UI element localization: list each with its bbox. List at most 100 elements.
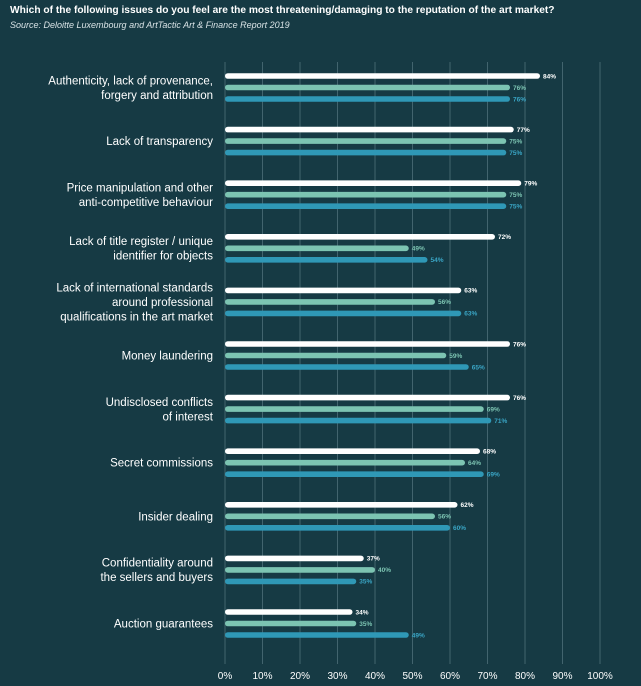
bar — [225, 126, 514, 133]
value-label: 69% — [487, 472, 500, 479]
category-label-line: Authenticity, lack of provenance, — [48, 75, 213, 87]
bar — [225, 417, 492, 424]
x-tick-label: 90% — [552, 671, 572, 682]
bar — [225, 287, 462, 294]
bar — [225, 609, 353, 615]
bar — [225, 555, 364, 562]
value-label: 64% — [468, 460, 481, 467]
bars — [225, 73, 540, 638]
bar — [225, 299, 435, 305]
category-label: Authenticity, lack of provenance, forgery… — [48, 75, 213, 102]
x-tick-label: 60% — [440, 671, 460, 682]
value-label: 40% — [378, 567, 391, 574]
value-label: 75% — [509, 204, 522, 211]
value-label: 75% — [509, 138, 522, 145]
value-label: 84% — [543, 73, 556, 80]
value-label: 69% — [487, 406, 500, 413]
category-label-line: Lack of title register / unique — [69, 236, 213, 248]
category-label-line: Insider dealing — [138, 511, 213, 523]
category-label-line: Money laundering — [122, 351, 213, 363]
bar — [225, 448, 480, 454]
x-tick-label: 0% — [218, 671, 233, 682]
category-label: Insider dealing — [138, 511, 213, 523]
value-label: 76% — [513, 85, 526, 92]
value-label: 35% — [359, 579, 372, 586]
x-tick-label: 10% — [252, 671, 272, 682]
value-label: 35% — [359, 621, 372, 628]
grid-lines — [224, 62, 601, 664]
bar — [225, 180, 522, 186]
category-label-line: Confidentiality around — [102, 558, 213, 570]
category-label: Lack of transparency — [106, 136, 213, 148]
x-tick-label: 40% — [365, 671, 385, 682]
value-label: 49% — [412, 632, 425, 639]
category-label-line: Secret commissions — [110, 458, 213, 470]
value-label: 76% — [513, 395, 526, 402]
x-tick-label: 50% — [402, 671, 422, 682]
x-tick-label: 80% — [515, 671, 535, 682]
category-label-line: Price manipulation and other — [67, 182, 214, 194]
bar — [225, 364, 469, 370]
bar — [225, 245, 409, 252]
category-label-line: qualifications in the art market — [60, 311, 214, 323]
bar — [225, 257, 428, 263]
category-label: Undisclosed conflicts of interest — [106, 397, 214, 424]
bar — [225, 191, 507, 198]
bar — [225, 341, 510, 347]
value-label: 49% — [412, 246, 425, 253]
category-label-line: Undisclosed conflicts — [106, 397, 214, 409]
category-label: Price manipulation and other anti-competi… — [67, 182, 214, 209]
category-label-line: forgery and attribution — [101, 90, 213, 102]
category-label: Secret commissions — [110, 458, 213, 470]
value-label: 76% — [513, 96, 526, 103]
bar — [225, 620, 357, 627]
bar — [225, 234, 495, 240]
value-label: 56% — [438, 514, 451, 521]
category-label-line: Auction guarantees — [114, 619, 213, 631]
bar — [225, 525, 450, 531]
bar — [225, 471, 484, 477]
bar — [225, 352, 447, 359]
bar — [225, 203, 507, 209]
bar — [225, 459, 465, 466]
value-label: 75% — [509, 192, 522, 199]
value-label: 56% — [438, 299, 451, 306]
x-tick-label: 20% — [290, 671, 310, 682]
bar — [225, 567, 375, 573]
value-label: 72% — [498, 234, 511, 241]
category-label: Lack of title register / unique identifie… — [69, 236, 213, 262]
bar — [225, 406, 484, 412]
value-label: 79% — [524, 181, 537, 188]
x-tick-label: 30% — [327, 671, 347, 682]
category-label-line: the sellers and buyers — [100, 572, 213, 584]
value-label: 68% — [483, 449, 496, 456]
x-axis-ticks: 0% 10% 20% 30% 40% 50% 60% 70% 80% 90% 100% — [218, 671, 613, 682]
value-label: 37% — [367, 556, 380, 563]
category-label-line: anti-competitive behaviour — [79, 197, 213, 209]
category-label: Money laundering — [122, 351, 213, 363]
bar — [225, 502, 458, 508]
category-label-line: identifier for objects — [113, 251, 213, 263]
value-labels: 84%76%76%77%75%75%79%75%75%72%49%54%63%5… — [356, 73, 557, 639]
value-label: 77% — [517, 127, 530, 134]
value-label: 65% — [472, 364, 485, 371]
category-label: Auction guarantees — [114, 619, 213, 631]
bar — [225, 149, 507, 156]
value-label: 63% — [464, 311, 477, 318]
bar — [225, 578, 357, 585]
value-label: 54% — [431, 257, 444, 264]
category-label-line: Lack of international standards — [56, 282, 213, 294]
value-label: 76% — [513, 341, 526, 348]
category-label-line: Lack of transparency — [106, 136, 213, 148]
value-label: 75% — [509, 150, 522, 157]
value-label: 62% — [461, 502, 474, 509]
bar — [225, 632, 409, 638]
category-label: Confidentiality around the sellers and bu… — [100, 558, 213, 585]
category-label: Lack of international standards around pr… — [56, 282, 213, 323]
bar — [225, 84, 510, 91]
category-label-line: of interest — [163, 411, 214, 423]
value-label: 71% — [494, 418, 507, 425]
chart-source: Source: Deloitte Luxembourg and ArtTacti… — [10, 20, 290, 30]
x-tick-label: 70% — [477, 671, 497, 682]
